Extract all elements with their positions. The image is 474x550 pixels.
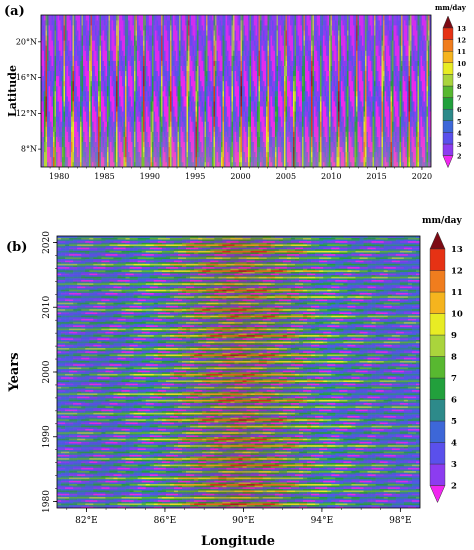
panel-a-letter: (a) bbox=[4, 4, 25, 19]
panel-a: (a) 1980 1985 1990 1995 2000 2005 2010 2015 2020… bbox=[4, 3, 467, 181]
